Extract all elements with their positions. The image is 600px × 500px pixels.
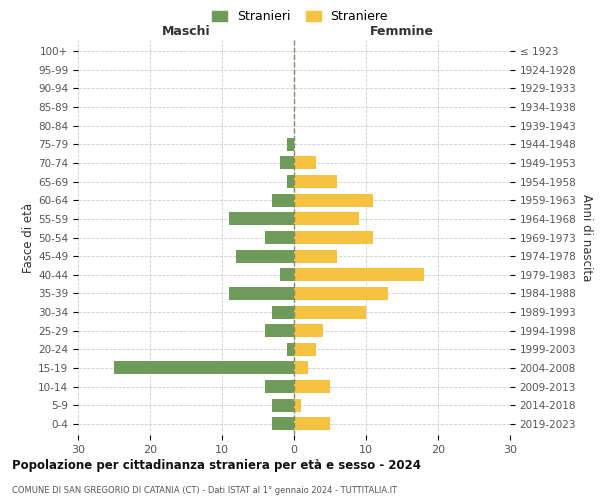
Bar: [294, 418, 330, 430]
Bar: [294, 380, 330, 393]
Bar: [287, 175, 294, 188]
Bar: [287, 343, 294, 356]
Legend: Stranieri, Straniere: Stranieri, Straniere: [208, 6, 392, 26]
Bar: [272, 306, 294, 318]
Bar: [294, 194, 373, 207]
Bar: [114, 362, 294, 374]
Bar: [265, 324, 294, 337]
Bar: [229, 287, 294, 300]
Bar: [294, 362, 308, 374]
Bar: [265, 380, 294, 393]
Bar: [280, 156, 294, 170]
Text: Maschi: Maschi: [161, 25, 211, 38]
Bar: [294, 287, 388, 300]
Bar: [294, 231, 373, 244]
Bar: [294, 175, 337, 188]
Bar: [272, 418, 294, 430]
Text: Femmine: Femmine: [370, 25, 434, 38]
Text: Popolazione per cittadinanza straniera per età e sesso - 2024: Popolazione per cittadinanza straniera p…: [12, 460, 421, 472]
Bar: [280, 268, 294, 281]
Bar: [294, 156, 316, 170]
Bar: [236, 250, 294, 262]
Bar: [294, 268, 424, 281]
Bar: [229, 212, 294, 226]
Y-axis label: Fasce di età: Fasce di età: [22, 202, 35, 272]
Bar: [294, 343, 316, 356]
Bar: [265, 231, 294, 244]
Bar: [287, 138, 294, 151]
Bar: [294, 306, 366, 318]
Bar: [294, 398, 301, 411]
Text: COMUNE DI SAN GREGORIO DI CATANIA (CT) - Dati ISTAT al 1° gennaio 2024 - TUTTITA: COMUNE DI SAN GREGORIO DI CATANIA (CT) -…: [12, 486, 397, 495]
Bar: [272, 398, 294, 411]
Bar: [294, 212, 359, 226]
Bar: [272, 194, 294, 207]
Bar: [294, 250, 337, 262]
Bar: [294, 324, 323, 337]
Y-axis label: Anni di nascita: Anni di nascita: [580, 194, 593, 281]
